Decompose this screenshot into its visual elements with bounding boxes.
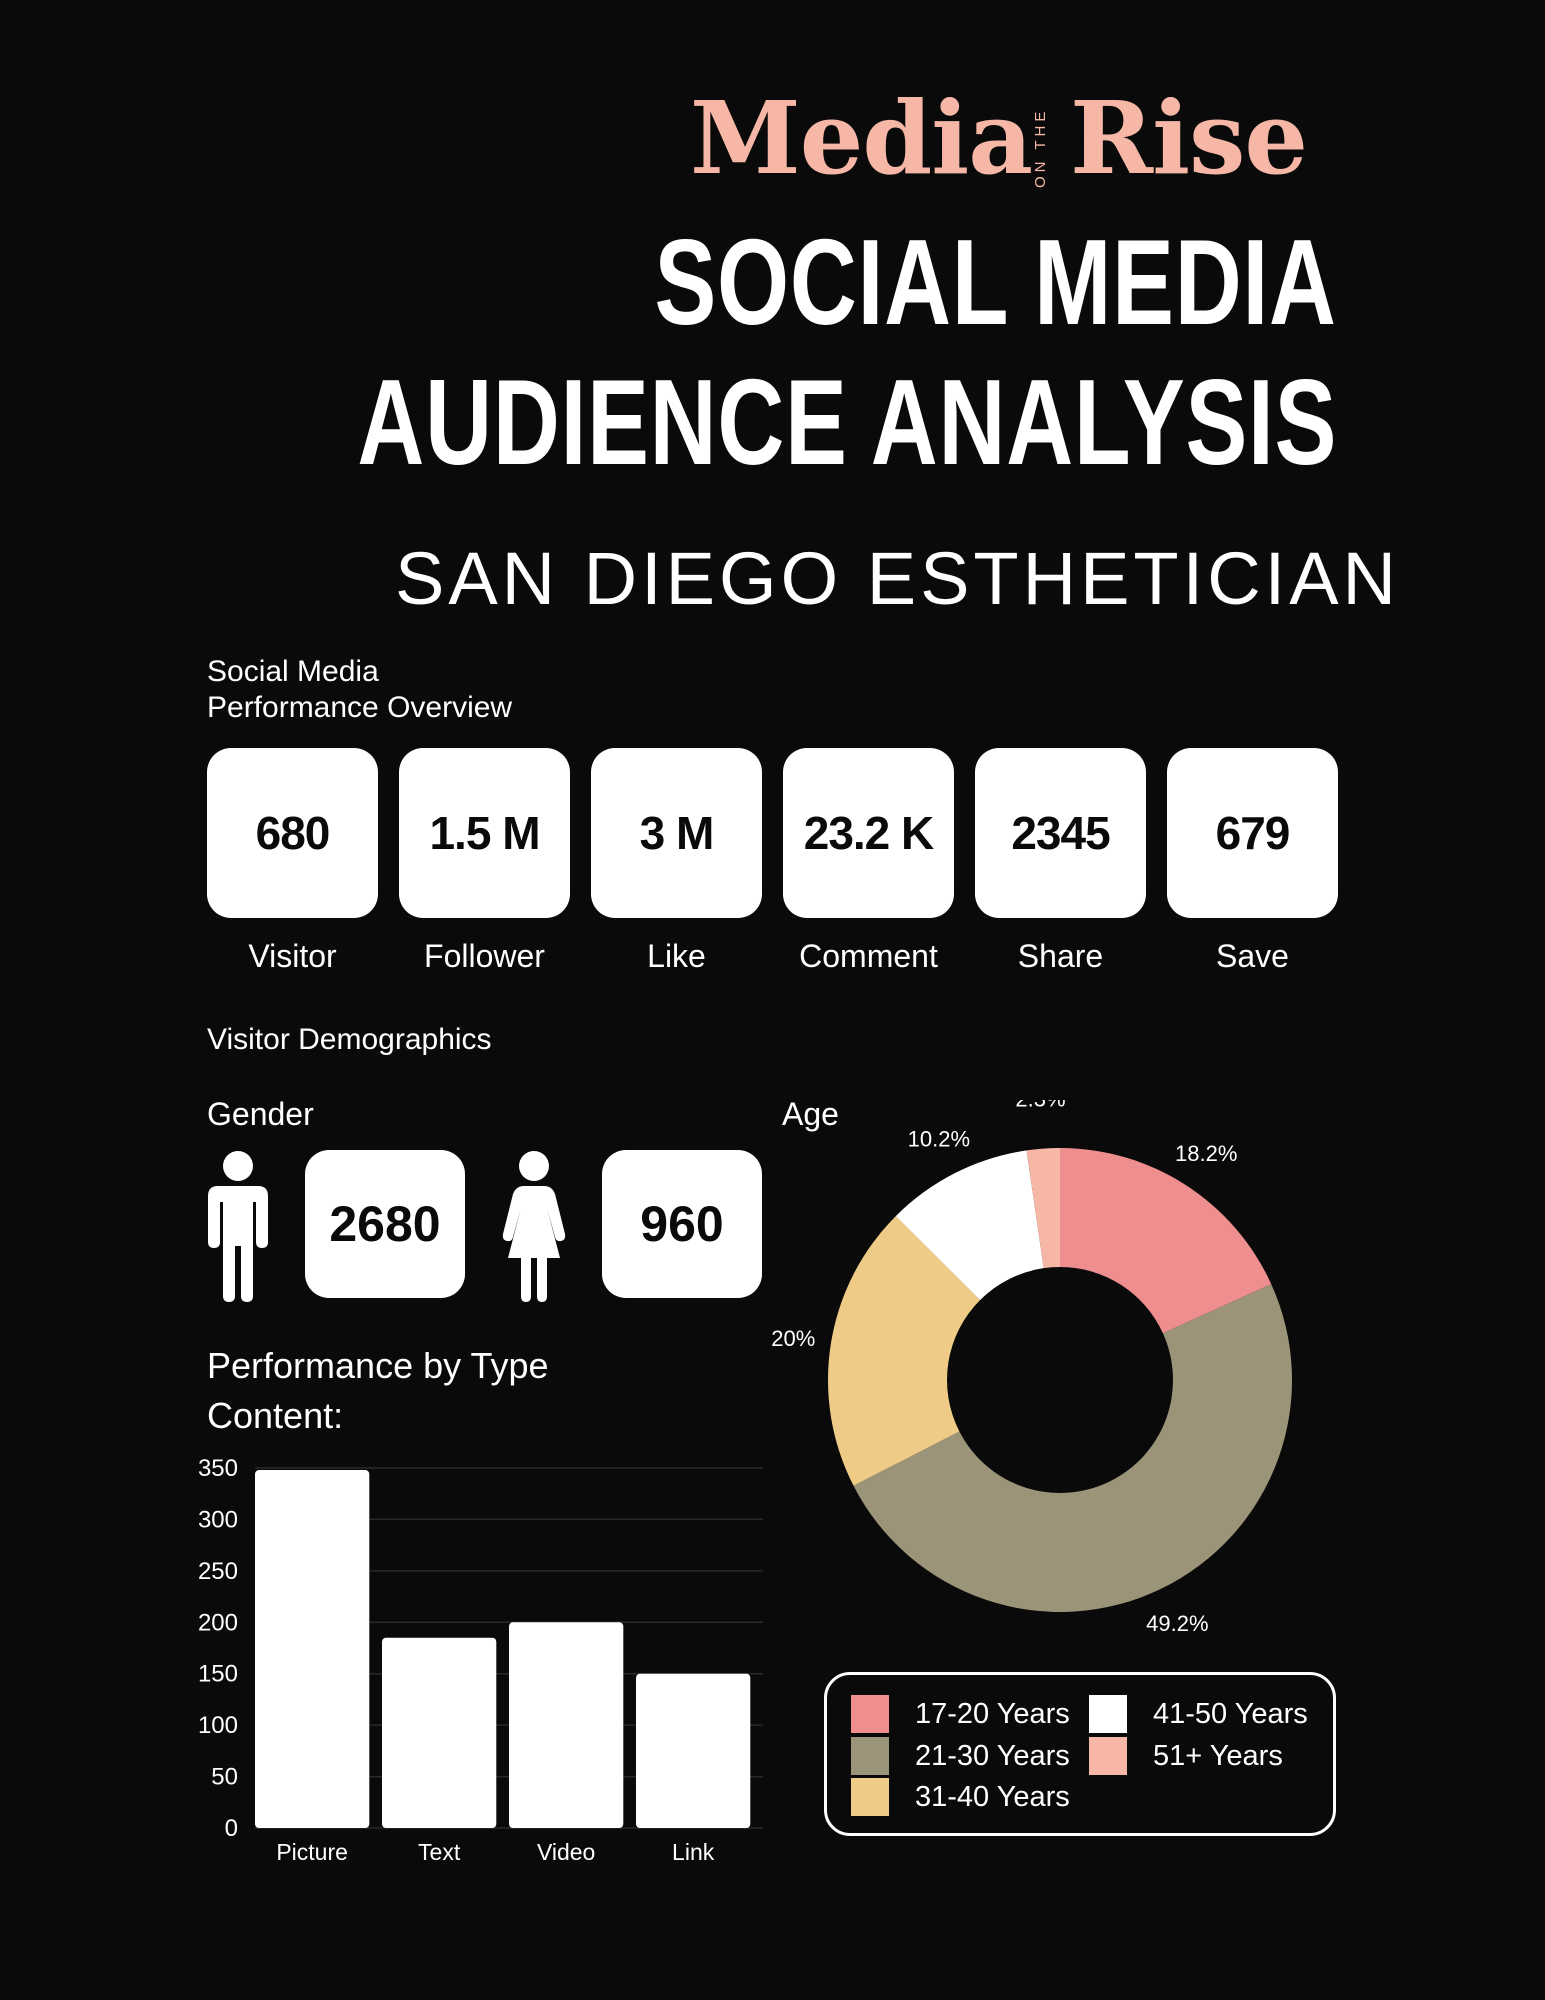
demographics-heading: Visitor Demographics [207,1023,492,1056]
page-subtitle: SAN DIEGO ESTHETICIAN [394,537,1400,620]
stat-comment-value: 23.2 K [803,807,935,859]
overview-heading-line-1: Social Media [207,655,379,688]
stat-like-card: 3 M [591,748,762,918]
brand-word-on-the: ON THE [1032,107,1049,188]
stat-like-label: Like [647,938,706,974]
stat-like-value: 3 M [639,807,715,859]
legend-item-51-plus: 51+ Years [1089,1737,1283,1775]
brand-word-media: Media [690,79,1033,197]
donut-slice [828,1216,981,1486]
stat-visitor-card: 680 [207,748,378,918]
legend-item-21-30: 21-30 Years [851,1737,1070,1775]
legend-item-17-20: 17-20 Years [851,1695,1070,1733]
slice-label: 49.2% [1146,1611,1208,1636]
legend-label: 31-40 Years [915,1780,1070,1813]
stat-share-card: 2345 [975,748,1146,918]
overview-heading-line-2: Performance Overview [207,691,513,724]
gender-heading: Gender [207,1096,314,1132]
stat-visitor-value: 680 [255,807,331,859]
donut-slice [853,1284,1292,1612]
x-tick-label: Video [537,1839,595,1865]
y-tick-label: 200 [198,1609,238,1636]
legend-item-31-40: 31-40 Years [851,1778,1070,1816]
legend-swatch [851,1695,889,1733]
slice-label: 2.3% [1015,1100,1065,1112]
stat-follower-card: 1.5 M [399,748,570,918]
x-tick-label: Link [672,1839,715,1865]
performance-bar-chart: 0 50 100 150 200 250 300 350 Picture Text Video Lin… [198,1455,763,1865]
stat-save-value: 679 [1215,807,1291,859]
legend-item-41-50: 41-50 Years [1089,1695,1308,1733]
y-tick-label: 0 [225,1815,238,1842]
stat-save-label: Save [1216,938,1289,974]
y-tick-label: 50 [211,1764,238,1791]
stat-follower-label: Follower [424,938,545,974]
male-person-icon [208,1151,268,1302]
slice-label: 18.2% [1175,1141,1237,1166]
page-title-line-1: SOCIAL MEDIA [654,214,1337,350]
male-count-value: 2680 [329,1196,441,1252]
stat-share-value: 2345 [1011,807,1110,859]
stat-share-label: Share [1017,938,1104,974]
age-legend: 17-20 Years 21-30 Years 31-40 Years 41-5… [824,1672,1336,1836]
legend-label: 21-30 Years [915,1739,1070,1772]
bar [636,1673,751,1828]
donut-slice [895,1150,1044,1301]
stat-save-card: 679 [1167,748,1338,918]
y-tick-label: 250 [198,1558,238,1585]
legend-swatch [851,1737,889,1775]
brand-word-rise: Rise [1070,79,1308,197]
x-tick-label: Picture [276,1839,348,1865]
overview-heading: Social Media Performance Overview [207,654,607,726]
legend-swatch [1089,1737,1127,1775]
stat-comment-label: Comment [799,938,938,974]
y-tick-label: 100 [198,1712,238,1739]
stat-visitor-label: Visitor [248,938,337,974]
legend-label: 51+ Years [1153,1739,1283,1772]
donut-slice [1060,1148,1272,1334]
bar [255,1470,370,1828]
y-tick-label: 150 [198,1661,238,1688]
legend-swatch [1089,1695,1127,1733]
female-count-value: 960 [640,1196,724,1252]
slice-label: 20% [771,1326,815,1351]
performance-heading-line-1: Performance by Type [207,1345,549,1386]
bar [382,1637,497,1828]
legend-label: 17-20 Years [915,1697,1070,1730]
x-tick-label: Text [418,1839,461,1865]
age-heading: Age [782,1096,839,1132]
female-person-icon [502,1151,566,1302]
stat-comment-card: 23.2 K [783,748,954,918]
y-tick-label: 350 [198,1455,238,1482]
female-count-card: 960 [602,1150,762,1298]
brand-logo: Media ON THE Rise [690,78,1330,198]
male-count-card: 2680 [305,1150,465,1298]
legend-label: 41-50 Years [1153,1697,1308,1730]
stat-follower-value: 1.5 M [429,807,540,859]
age-donut-chart: 18.2% 49.2% 20% 10.2% 2.3% [771,1100,1292,1636]
donut-slice [1026,1148,1060,1269]
page-title-line-2: AUDIENCE ANALYSIS [357,354,1337,490]
slice-label: 10.2% [908,1127,970,1152]
bar [509,1622,624,1828]
performance-heading-line-2: Content: [207,1395,344,1436]
y-tick-label: 300 [198,1506,238,1533]
legend-swatch [851,1778,889,1816]
